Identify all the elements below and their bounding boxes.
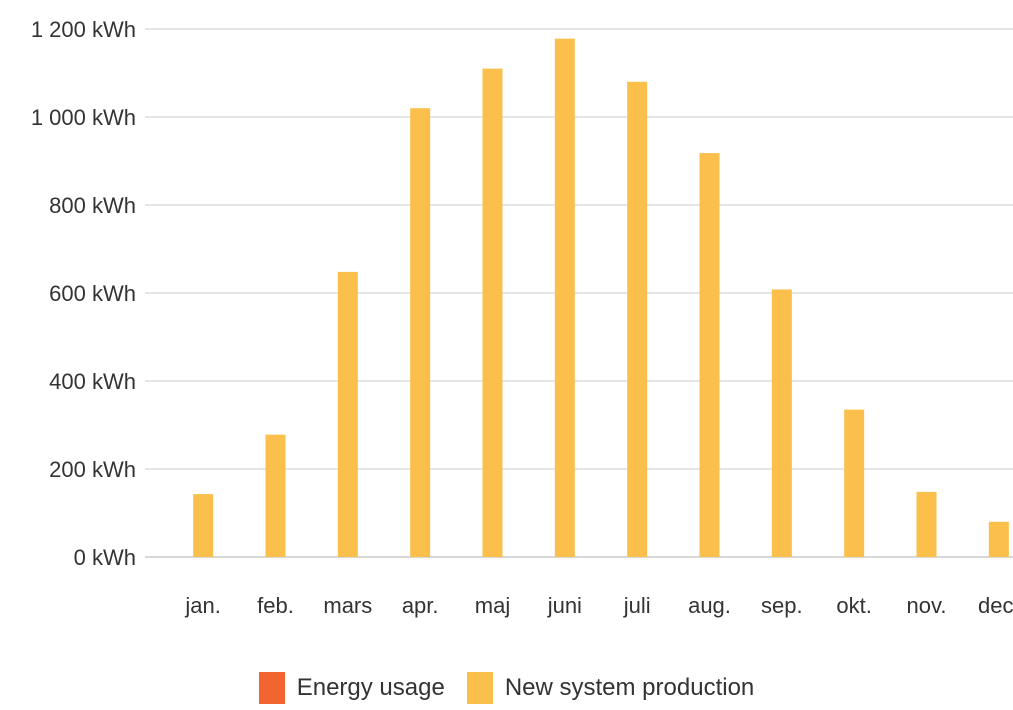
legend-item-energy-usage[interactable]: Energy usage	[258, 672, 445, 704]
x-tick-label: maj	[475, 593, 510, 618]
x-tick-label: okt.	[836, 593, 871, 618]
bar-new-system-production	[627, 81, 648, 558]
y-tick-label: 800 kWh	[49, 193, 136, 218]
legend: Energy usage New system production	[0, 672, 1013, 704]
x-tick-label: mars	[323, 593, 372, 618]
legend-item-new-system-production[interactable]: New system production	[466, 672, 755, 704]
bar-new-system-production	[482, 68, 503, 557]
bar-new-system-production	[988, 521, 1009, 557]
bar-new-system-production	[554, 38, 575, 558]
x-tick-label: apr.	[402, 593, 439, 618]
bar-new-system-production	[844, 409, 865, 557]
y-tick-label: 1 200 kWh	[31, 17, 136, 42]
x-tick-label: sep.	[761, 593, 803, 618]
bar-new-system-production	[265, 434, 286, 557]
bar-new-system-production	[916, 491, 937, 557]
legend-swatch-new-system-production	[466, 672, 493, 704]
bar-new-system-production	[337, 271, 358, 557]
x-tick-label: juli	[623, 593, 651, 618]
y-tick-label: 600 kWh	[49, 281, 136, 306]
bar-new-system-production	[771, 289, 792, 557]
bar-new-system-production	[193, 494, 214, 557]
x-tick-label: nov.	[907, 593, 947, 618]
bar-new-system-production	[699, 153, 720, 557]
x-tick-label: dec.	[978, 593, 1013, 618]
legend-label-energy-usage: Energy usage	[296, 674, 445, 701]
x-tick-label: jan.	[184, 593, 220, 618]
x-tick-label: feb.	[257, 593, 294, 618]
x-tick-label: aug.	[688, 593, 731, 618]
legend-swatch-energy-usage	[258, 672, 285, 704]
y-tick-label: 1 000 kWh	[31, 105, 136, 130]
y-tick-label: 200 kWh	[49, 457, 136, 482]
legend-label-new-system-production: New system production	[504, 674, 755, 701]
bar-new-system-production	[410, 108, 431, 557]
x-tick-label: juni	[547, 593, 582, 618]
y-tick-label: 400 kWh	[49, 369, 136, 394]
y-tick-label: 0 kWh	[74, 545, 136, 570]
bar-chart: 0 kWh 200 kWh 400 kWh 600 kWh 800 kWh 1 000 k…	[31, 17, 1013, 618]
